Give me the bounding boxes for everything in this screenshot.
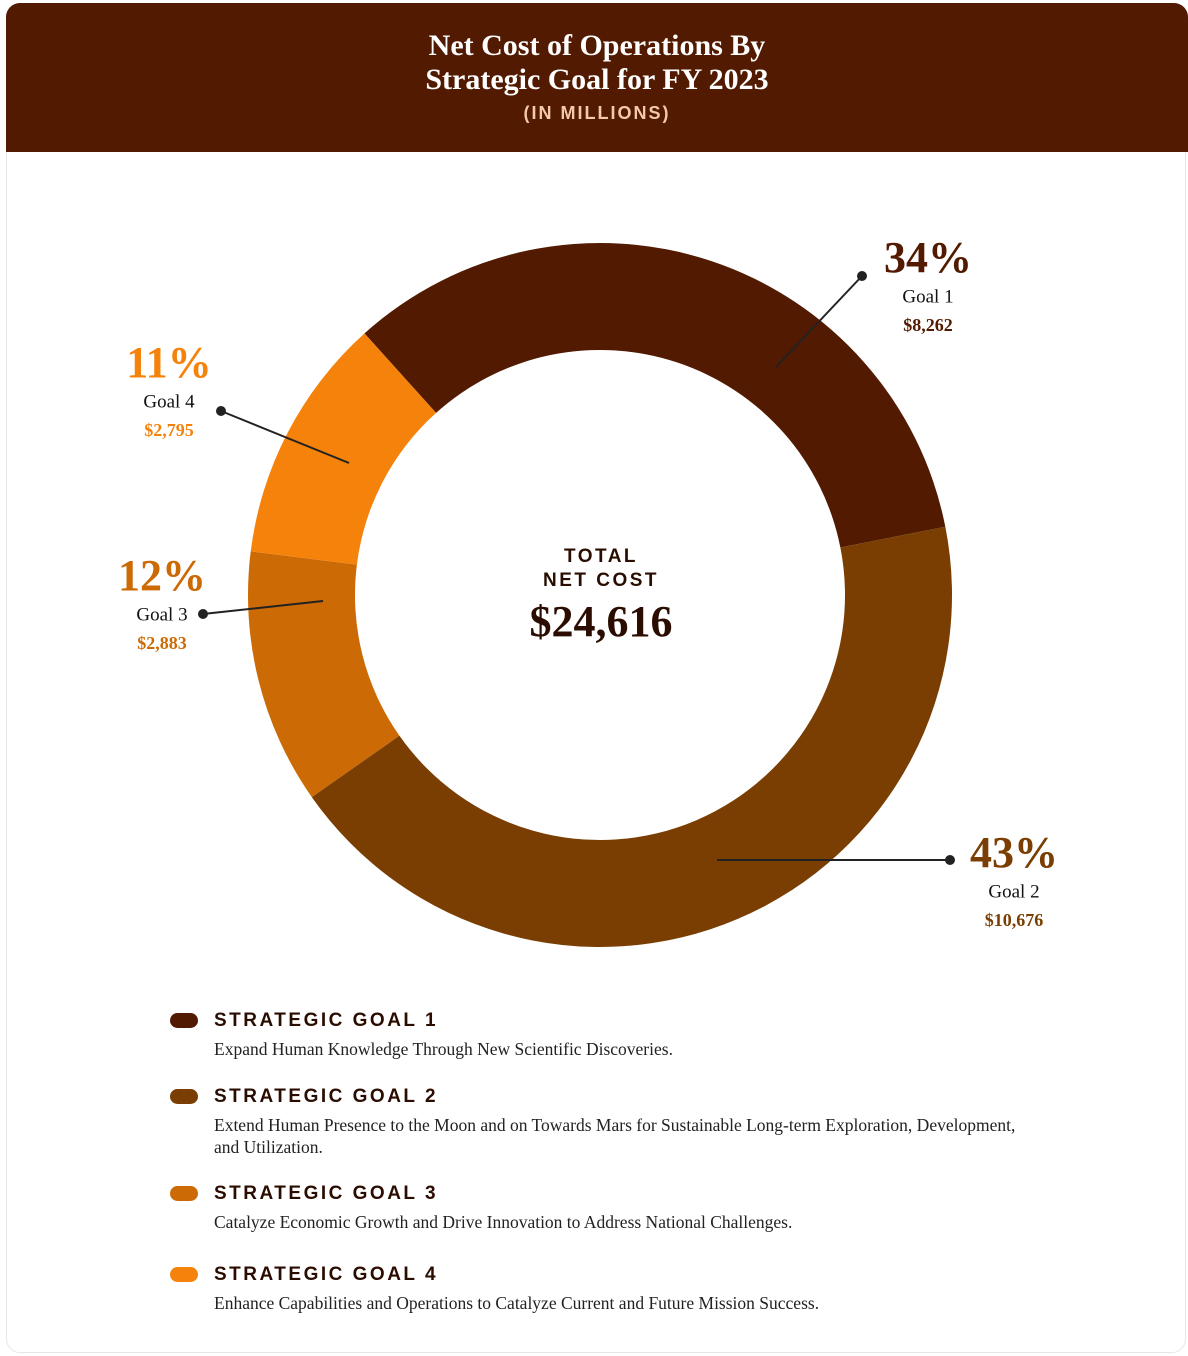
chart-subtitle: (IN MILLIONS) bbox=[523, 103, 671, 123]
donut-slice bbox=[250, 333, 437, 565]
legend-description: Extend Human Presence to the Moon and on… bbox=[214, 1115, 1016, 1157]
donut-slice bbox=[311, 526, 953, 948]
legend-description: Catalyze Economic Growth and Drive Innov… bbox=[214, 1212, 793, 1232]
donut-slice bbox=[364, 243, 946, 548]
legend-name: STRATEGIC GOAL 2 bbox=[214, 1086, 439, 1107]
center-total: $24,616 bbox=[530, 597, 673, 646]
percent-label: 11% bbox=[126, 338, 212, 387]
percent-label: 43% bbox=[970, 828, 1058, 877]
legend-swatch bbox=[170, 1186, 198, 1201]
category-label: Goal 1 bbox=[902, 286, 953, 307]
chart-title: Net Cost of Operations By Strategic Goal… bbox=[425, 29, 769, 96]
percent-label: 34% bbox=[884, 233, 972, 282]
value-label: $10,676 bbox=[985, 910, 1044, 930]
header: Net Cost of Operations By Strategic Goal… bbox=[6, 3, 1188, 152]
callout-line bbox=[202, 600, 324, 615]
card bbox=[6, 3, 1186, 1353]
legend-description: Enhance Capabilities and Operations to C… bbox=[214, 1293, 820, 1313]
callout-dot bbox=[945, 855, 955, 865]
percent-label: 12% bbox=[118, 551, 206, 600]
legend-swatch bbox=[170, 1267, 198, 1282]
legend-name: STRATEGIC GOAL 1 bbox=[214, 1010, 439, 1031]
value-label: $8,262 bbox=[903, 315, 953, 335]
center-title: TOTAL bbox=[564, 546, 638, 567]
category-label: Goal 4 bbox=[143, 391, 195, 412]
center-title: NET COST bbox=[543, 570, 659, 591]
value-label: $2,883 bbox=[137, 633, 187, 653]
callout-dot bbox=[857, 271, 867, 281]
legend-name: STRATEGIC GOAL 4 bbox=[214, 1264, 439, 1285]
legend-swatch bbox=[170, 1013, 198, 1028]
legend-name: STRATEGIC GOAL 3 bbox=[214, 1183, 439, 1204]
category-label: Goal 3 bbox=[136, 604, 187, 625]
callout-dot bbox=[216, 406, 226, 416]
callout-line bbox=[220, 410, 350, 464]
value-label: $2,795 bbox=[144, 420, 194, 440]
legend-swatch bbox=[170, 1089, 198, 1104]
callout-line bbox=[775, 275, 863, 368]
category-label: Goal 2 bbox=[988, 881, 1039, 902]
callout-dot bbox=[198, 609, 208, 619]
donut-slice bbox=[248, 551, 400, 798]
legend-description: Expand Human Knowledge Through New Scien… bbox=[214, 1039, 673, 1059]
